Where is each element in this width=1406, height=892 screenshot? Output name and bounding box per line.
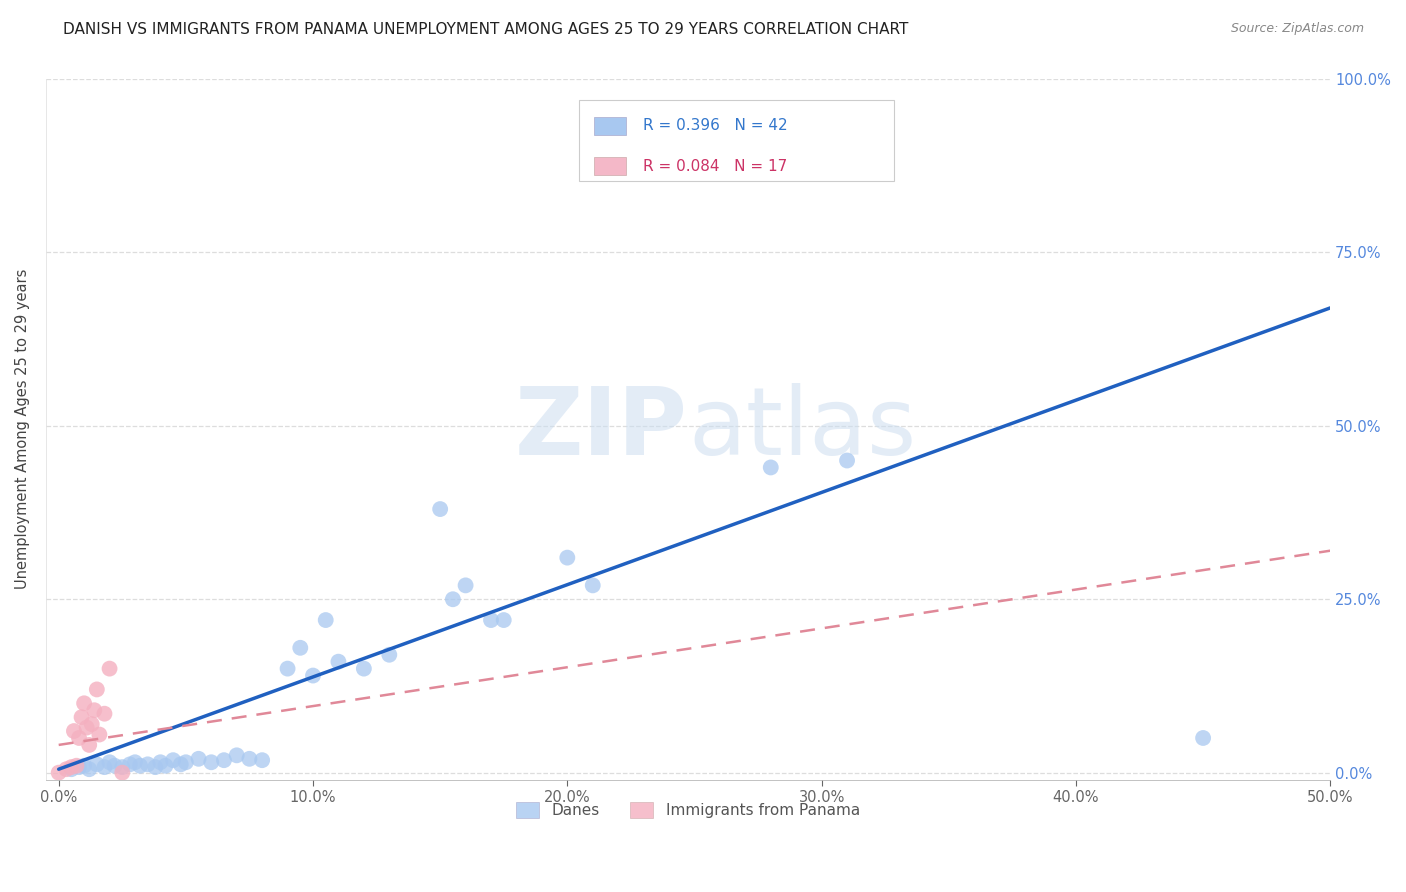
- Point: [162, 753, 184, 767]
- Text: ZIP: ZIP: [515, 384, 688, 475]
- Point: [225, 748, 247, 763]
- Point: [98, 756, 121, 770]
- FancyBboxPatch shape: [579, 100, 894, 180]
- Point: [187, 752, 209, 766]
- Point: [124, 756, 146, 770]
- Point: [86, 682, 108, 697]
- Point: [67, 760, 90, 774]
- Point: [582, 578, 605, 592]
- Point: [290, 640, 312, 655]
- Point: [73, 758, 96, 772]
- Text: DANISH VS IMMIGRANTS FROM PANAMA UNEMPLOYMENT AMONG AGES 25 TO 29 YEARS CORRELAT: DANISH VS IMMIGRANTS FROM PANAMA UNEMPLO…: [63, 22, 908, 37]
- Point: [315, 613, 337, 627]
- Point: [67, 731, 90, 745]
- Point: [492, 613, 515, 627]
- Point: [104, 758, 127, 772]
- Legend: Danes, Immigrants from Panama: Danes, Immigrants from Panama: [510, 797, 866, 824]
- Point: [93, 706, 115, 721]
- Point: [328, 655, 350, 669]
- Point: [93, 760, 115, 774]
- Text: atlas: atlas: [688, 384, 917, 475]
- Point: [143, 760, 166, 774]
- Text: Source: ZipAtlas.com: Source: ZipAtlas.com: [1230, 22, 1364, 36]
- FancyBboxPatch shape: [595, 117, 627, 135]
- Point: [60, 760, 83, 774]
- Point: [302, 668, 325, 682]
- Text: R = 0.084   N = 17: R = 0.084 N = 17: [643, 159, 787, 174]
- Point: [70, 710, 93, 724]
- Point: [479, 613, 502, 627]
- Point: [250, 753, 273, 767]
- Point: [77, 762, 100, 776]
- Point: [170, 757, 193, 772]
- Point: [277, 662, 299, 676]
- FancyBboxPatch shape: [595, 157, 627, 175]
- Point: [429, 502, 451, 516]
- Point: [835, 453, 858, 467]
- Point: [555, 550, 578, 565]
- Point: [86, 757, 108, 772]
- Y-axis label: Unemployment Among Ages 25 to 29 years: Unemployment Among Ages 25 to 29 years: [15, 269, 30, 590]
- Point: [759, 460, 782, 475]
- Point: [200, 756, 222, 770]
- Point: [55, 762, 77, 776]
- Point: [98, 662, 121, 676]
- Point: [212, 753, 235, 767]
- Point: [65, 758, 87, 772]
- Point: [129, 758, 152, 772]
- Point: [353, 662, 375, 676]
- Point: [1192, 731, 1215, 745]
- Point: [155, 758, 177, 772]
- Point: [378, 648, 401, 662]
- Point: [454, 578, 477, 592]
- Point: [48, 765, 70, 780]
- Point: [80, 717, 103, 731]
- Point: [136, 757, 159, 772]
- Point: [149, 756, 172, 770]
- Point: [76, 721, 98, 735]
- Point: [77, 738, 100, 752]
- Text: R = 0.396   N = 42: R = 0.396 N = 42: [643, 119, 787, 133]
- Point: [89, 727, 111, 741]
- Point: [111, 765, 134, 780]
- Point: [83, 703, 105, 717]
- Point: [60, 762, 83, 776]
- Point: [63, 724, 86, 739]
- Point: [174, 756, 197, 770]
- Point: [111, 760, 134, 774]
- Point: [238, 752, 260, 766]
- Point: [118, 757, 141, 772]
- Point: [73, 696, 96, 710]
- Point: [441, 592, 464, 607]
